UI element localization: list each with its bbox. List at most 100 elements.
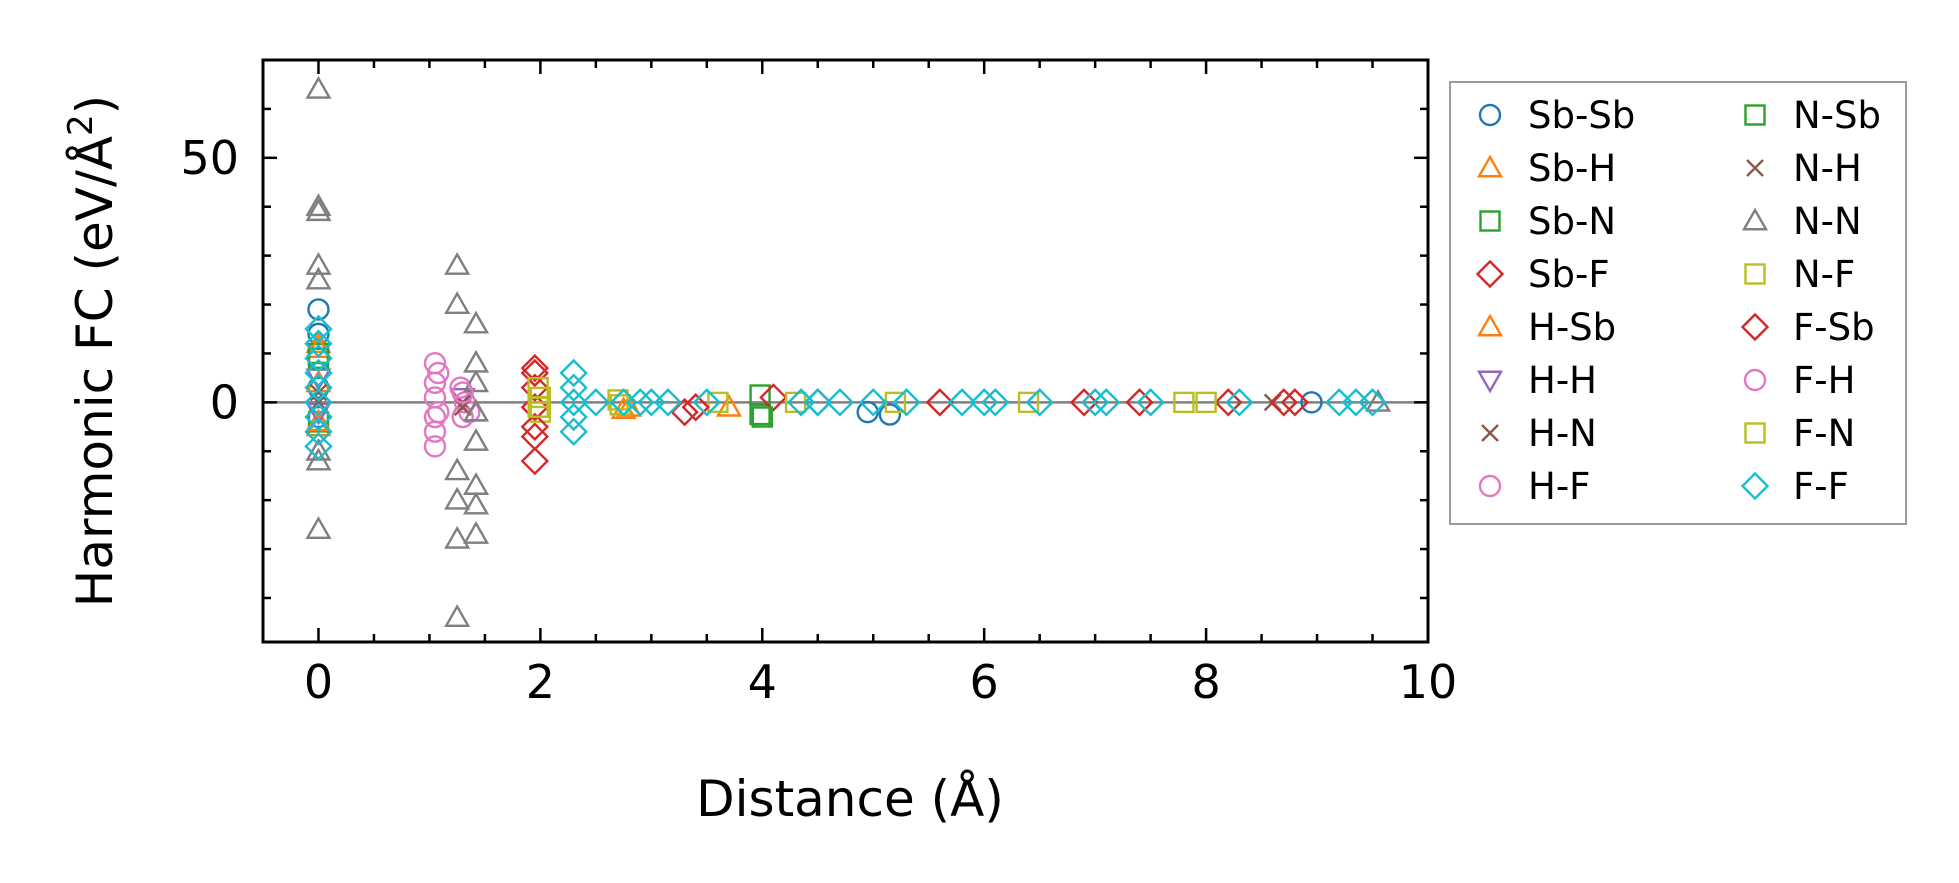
data-point-sb-h (715, 393, 743, 417)
legend-label: F-N (1793, 412, 1855, 455)
data-point-f-f (304, 402, 333, 432)
legend-marker (1744, 263, 1766, 285)
data-point-n-n (462, 491, 490, 515)
x-axis-title: Distance (Å) (696, 770, 1004, 828)
x-tick-label: 8 (1191, 655, 1220, 709)
data-point-n-n (462, 310, 490, 334)
data-point-n-n (305, 251, 332, 275)
data-point-n-n (462, 369, 490, 393)
data-point-f-f (559, 417, 588, 446)
data-point-n-f (707, 391, 729, 414)
y-tick-label: 50 (180, 131, 239, 185)
legend-label: H-H (1528, 359, 1597, 402)
data-point-f-f (1225, 388, 1254, 417)
legend-item-h-h: H-H (1476, 359, 1597, 402)
data-point-f-f (304, 358, 333, 388)
data-point-f-f (559, 373, 588, 402)
legend-label: Sb-Sb (1528, 94, 1635, 137)
legend-item-f-n: F-N (1744, 412, 1855, 455)
data-point-f-f (1025, 388, 1054, 417)
legend-item-f-h: F-H (1743, 359, 1855, 402)
data-point-sb-f (520, 373, 550, 402)
y-axis-title: Harmonic FC (eV/Å2) (61, 95, 124, 607)
legend-marker (1744, 422, 1766, 444)
legend-box (1449, 81, 1907, 525)
data-point-f-f (1092, 388, 1121, 417)
legend-label: Sb-N (1528, 200, 1616, 243)
data-point-f-f (892, 388, 921, 417)
data-point-f-sb (520, 412, 550, 442)
data-point-f-f (1358, 388, 1387, 417)
data-point-n-n (444, 291, 471, 314)
data-point-sb-f (925, 388, 955, 417)
data-point-n-n (444, 251, 471, 275)
data-point-n-n (305, 516, 332, 539)
data-point-f-f (1136, 388, 1165, 417)
legend-marker (1743, 368, 1767, 392)
legend-marker (1478, 474, 1502, 498)
data-point-f-h (451, 381, 474, 404)
data-point-sb-n (749, 403, 771, 426)
legend-label: N-F (1793, 253, 1855, 296)
data-point-n-sb (307, 347, 330, 370)
data-point-n-n (444, 604, 471, 627)
legend-label: N-Sb (1793, 94, 1881, 137)
data-points (304, 75, 1392, 627)
data-point-f-f (653, 388, 683, 417)
data-point-f-f (626, 388, 655, 417)
data-point-sb-f (1280, 388, 1310, 417)
data-point-n-f (529, 401, 552, 423)
data-point-sb-sb (307, 298, 330, 321)
legend-item-n-h: N-H (1746, 147, 1862, 190)
legend-marker (1740, 471, 1770, 501)
data-point-n-n (305, 266, 332, 290)
legend-item-h-sb: H-Sb (1476, 306, 1616, 349)
legend-item-sb-f: Sb-F (1475, 253, 1610, 296)
data-point-f-f (559, 358, 588, 388)
legend-label: F-F (1793, 465, 1849, 508)
data-point-h-h (449, 388, 476, 411)
legend-item-n-sb: N-Sb (1744, 94, 1881, 137)
data-point-h-f (423, 405, 447, 429)
data-point-f-sb (681, 393, 710, 422)
data-point-sb-f (520, 353, 550, 383)
data-point-n-n (305, 75, 332, 99)
legend-item-f-sb: F-Sb (1740, 306, 1875, 349)
data-point-n-n (444, 486, 471, 510)
data-point-n-f (1017, 391, 1040, 414)
data-point-f-sb (1269, 388, 1298, 417)
data-point-f-f (304, 314, 333, 344)
x-tick-label: 2 (526, 655, 555, 709)
data-point-f-h (427, 400, 450, 424)
data-point-f-h (427, 361, 450, 385)
legend-label: N-N (1793, 200, 1862, 243)
data-point-n-n (444, 457, 471, 481)
data-point-sb-f (1214, 388, 1243, 417)
data-point-n-sb (751, 406, 773, 428)
data-point-f-n (527, 396, 549, 418)
data-point-n-f (1173, 391, 1195, 414)
data-point-n-n (444, 525, 471, 549)
legend: Sb-Sb Sb-H Sb-N Sb-F H-Sb H-H H-N H-F N-Sb N-H N-N… (1449, 81, 1907, 525)
legend-item-sb-sb: Sb-Sb (1478, 94, 1635, 137)
y-axis-title-sup: 2 (61, 114, 101, 136)
data-point-f-f (692, 388, 722, 417)
data-point-sb-f (759, 383, 788, 412)
y-axis-title-main: Harmonic FC (eV/Å (66, 136, 124, 607)
data-point-n-n (462, 398, 490, 422)
x-tick-label: 6 (970, 655, 999, 709)
data-point-f-f (581, 388, 611, 417)
legend-label: F-H (1793, 359, 1855, 402)
legend-item-f-f: F-F (1740, 465, 1849, 508)
data-point-f-f (803, 388, 832, 417)
data-point-n-n (305, 447, 332, 471)
legend-marker (1741, 207, 1769, 231)
legend-marker (1746, 159, 1764, 177)
data-point-n-n (462, 520, 490, 544)
data-point-n-n (305, 198, 332, 222)
axis-ticks (261, 58, 1430, 642)
legend-item-h-f: H-F (1478, 465, 1590, 508)
legend-item-n-f: N-F (1744, 253, 1855, 296)
x-tick-label: 0 (304, 655, 333, 709)
